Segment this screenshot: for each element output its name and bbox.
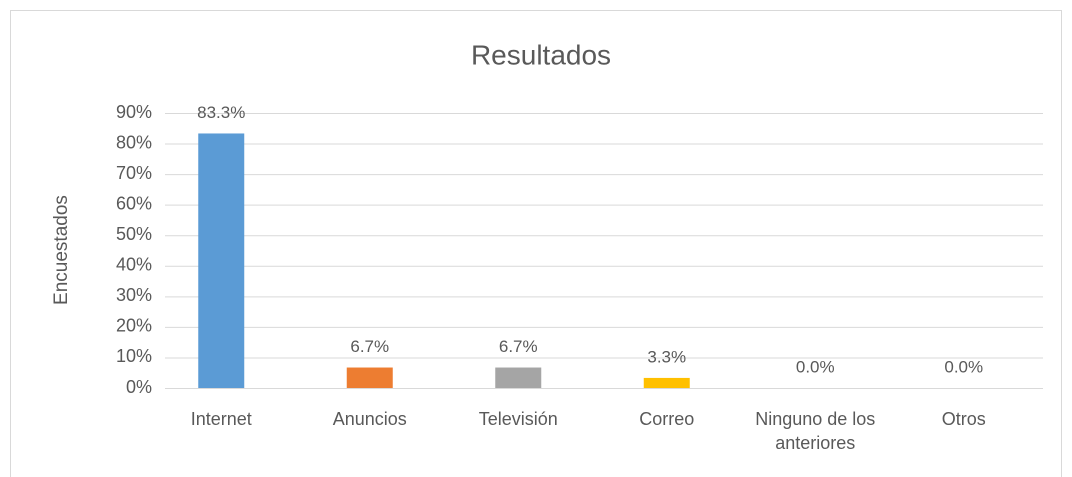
y-tick-label: 10% (116, 346, 152, 366)
y-tick-label: 50% (116, 224, 152, 244)
bar (346, 367, 393, 388)
y-tick-label: 20% (116, 316, 152, 336)
bar (643, 377, 690, 388)
data-label: 0.0% (796, 357, 835, 376)
x-tick-label: Internet (190, 409, 252, 429)
data-label: 0.0% (944, 357, 983, 376)
x-tick-label: Ninguno de los anteriores (755, 409, 876, 453)
data-label: 3.3% (647, 347, 686, 366)
data-label: 6.7% (499, 337, 538, 356)
y-tick-label: 60% (116, 193, 152, 213)
x-tick-label: Otros (941, 409, 986, 429)
chart-title: Resultados (471, 39, 611, 70)
y-axis-label: Encuestados (51, 195, 72, 305)
chart-border (10, 10, 1062, 477)
y-tick-label: 70% (116, 163, 152, 183)
data-label: 6.7% (350, 337, 389, 356)
y-tick-label: 40% (116, 255, 152, 275)
y-tick-label: 90% (116, 102, 152, 122)
data-label: 83.3% (197, 103, 245, 122)
bar (495, 367, 542, 388)
x-tick-label: Anuncios (332, 409, 407, 429)
y-tick-label: 80% (116, 132, 152, 152)
bar (198, 133, 245, 388)
x-tick-label: Televisión (478, 409, 558, 429)
y-tick-label: 30% (116, 285, 152, 305)
y-tick-label: 0% (126, 377, 152, 397)
x-tick-label: Correo (639, 409, 695, 429)
